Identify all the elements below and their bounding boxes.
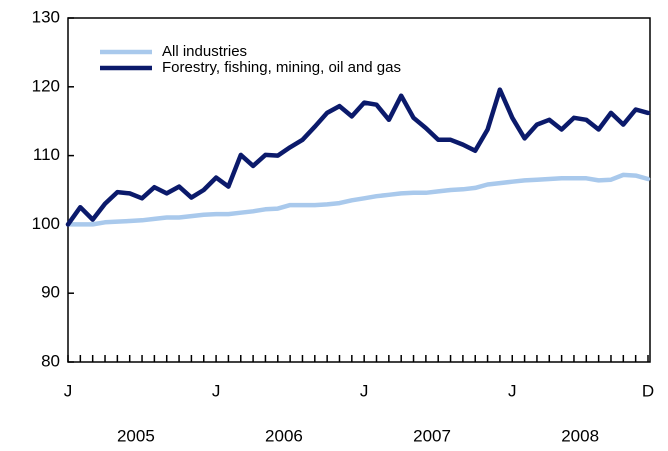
x-tick-label: J bbox=[360, 381, 369, 400]
x-tick-label: D bbox=[642, 381, 654, 400]
year-label: 2007 bbox=[413, 426, 451, 445]
x-tick-label: J bbox=[64, 381, 73, 400]
legend-label: Forestry, fishing, mining, oil and gas bbox=[162, 59, 401, 76]
plot-frame bbox=[67, 17, 651, 363]
legend-label: All industries bbox=[162, 43, 247, 60]
y-tick-label: 90 bbox=[41, 283, 60, 302]
y-tick-label: 80 bbox=[41, 351, 60, 370]
y-tick-label: 120 bbox=[32, 76, 60, 95]
year-label: 2008 bbox=[561, 426, 599, 445]
y-tick-label: 110 bbox=[33, 145, 60, 164]
y-tick-label: 100 bbox=[32, 214, 60, 233]
y-tick-label: 130 bbox=[32, 7, 60, 26]
series-line bbox=[65, 172, 651, 227]
x-tick-label: J bbox=[212, 381, 221, 400]
series-line bbox=[65, 87, 651, 227]
x-tick-label: J bbox=[508, 381, 517, 400]
year-label: 2006 bbox=[265, 426, 303, 445]
year-label: 2005 bbox=[117, 426, 155, 445]
